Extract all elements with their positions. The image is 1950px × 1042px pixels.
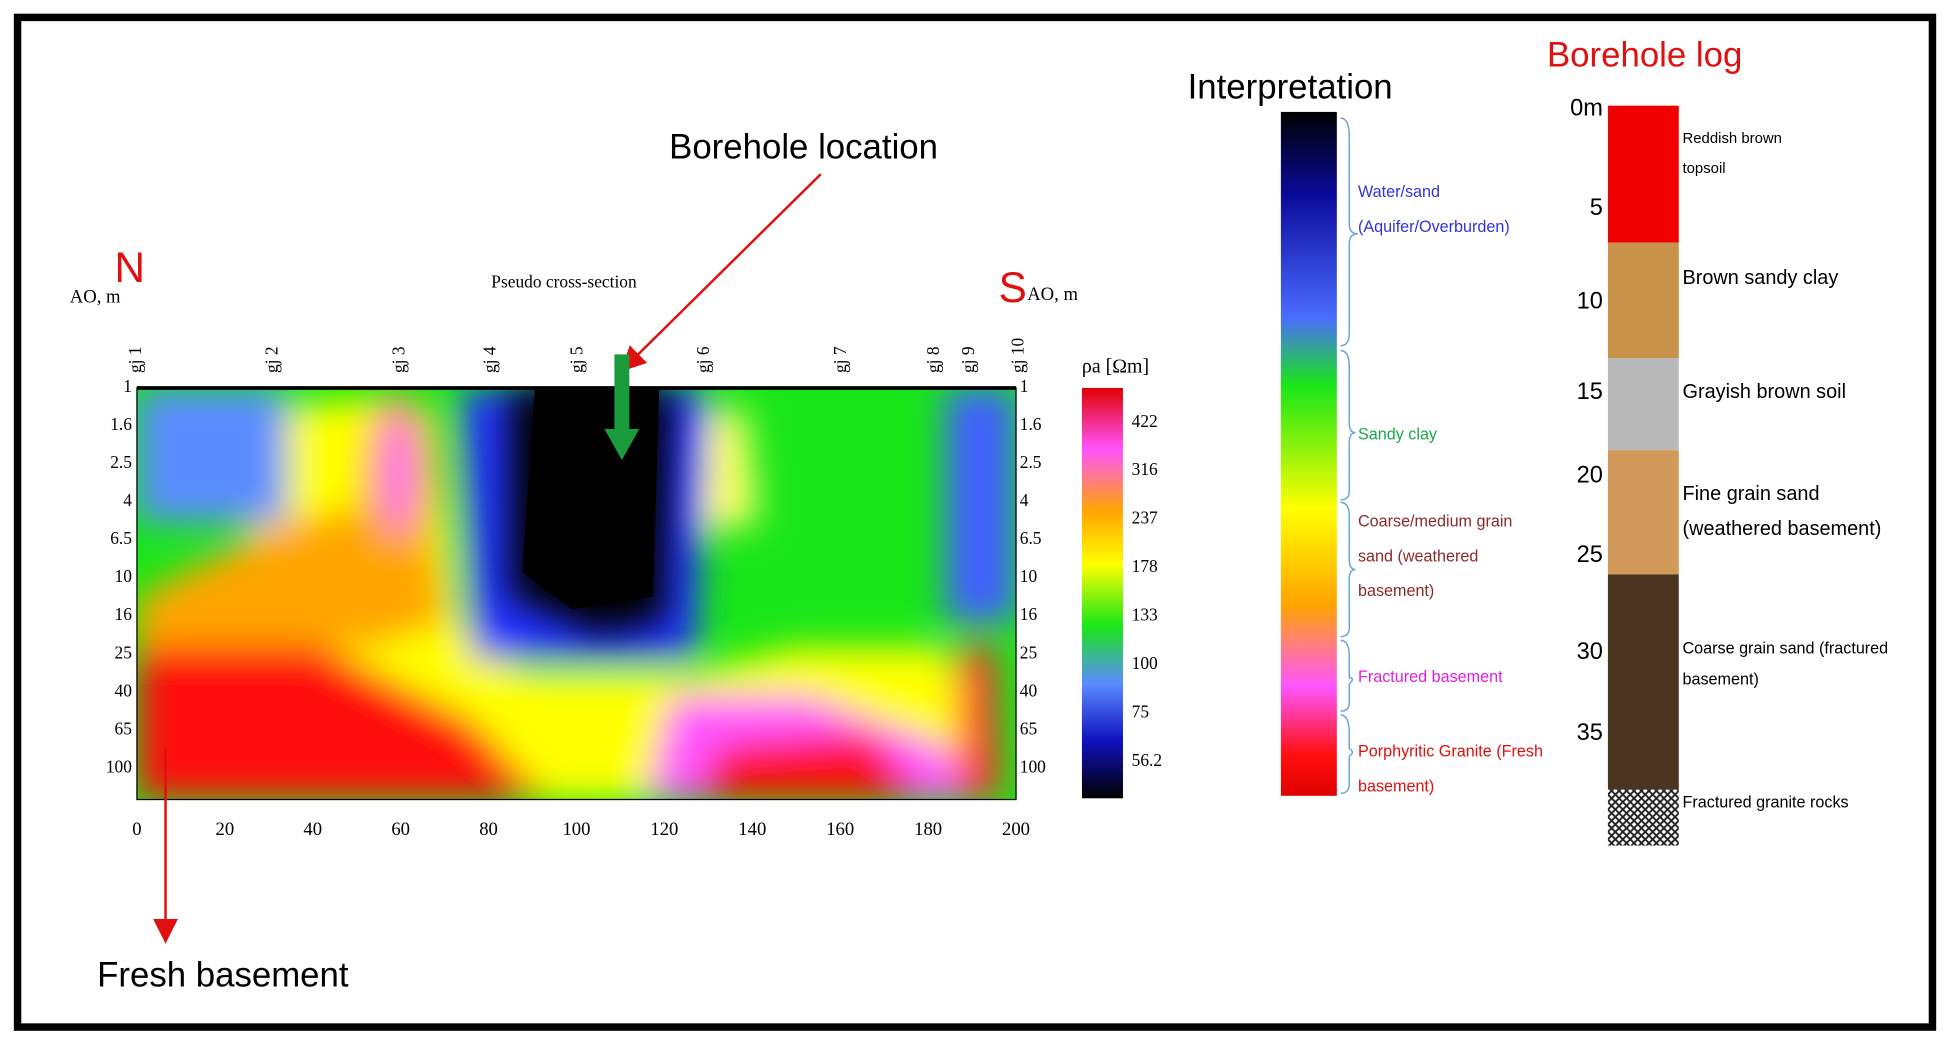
x-tick-label: 0 — [132, 819, 141, 840]
interpretation-label: Porphyritic Granite (Fresh — [1358, 743, 1543, 761]
colorbar-label: ρa [Ωm] — [1082, 356, 1149, 378]
borehole-column — [1607, 105, 1679, 846]
x-tick-label: 180 — [914, 819, 942, 840]
section-title: Pseudo cross-section — [491, 272, 637, 292]
log-depth-label: 15 — [1577, 379, 1603, 405]
depth-tick-label: 40 — [1020, 680, 1038, 700]
colorbar-tick-label: 56.2 — [1132, 750, 1162, 770]
layer-label: topsoil — [1683, 160, 1726, 177]
contour-plot — [136, 387, 1017, 800]
log-depth-label: 20 — [1577, 462, 1603, 488]
frame — [13, 13, 1937, 1031]
depth-tick-label: 65 — [115, 718, 133, 738]
colorbar — [1081, 387, 1123, 799]
colorbar-tick-label: 178 — [1132, 556, 1158, 576]
interpretation-bar — [1280, 111, 1337, 796]
interpretation-label: Fractured basement — [1358, 668, 1503, 686]
layer-label: Reddish brown — [1683, 130, 1782, 147]
station-label: gj 2 — [262, 346, 282, 373]
interpretation-label: Water/sand — [1358, 183, 1440, 201]
depth-tick-label: 1 — [123, 376, 132, 396]
interpretation-title: Interpretation — [1188, 68, 1393, 107]
layer-label: basement) — [1683, 670, 1759, 688]
depth-tick-label: 65 — [1020, 718, 1038, 738]
x-tick-label: 20 — [216, 819, 235, 840]
x-tick-label: 80 — [479, 819, 498, 840]
interpretation-label: basement) — [1358, 582, 1434, 600]
fresh-basement-label: Fresh basement — [97, 956, 349, 995]
log-depth-label: 5 — [1590, 195, 1603, 221]
depth-tick-label: 100 — [106, 756, 132, 776]
log-depth-label: 35 — [1577, 720, 1603, 746]
colorbar-tick-label: 316 — [1132, 459, 1158, 479]
depth-tick-label: 16 — [1020, 604, 1038, 624]
right-axis-label: AO, m — [1027, 284, 1078, 305]
depth-tick-label: 2.5 — [110, 452, 132, 472]
layer-label: Fractured granite rocks — [1683, 794, 1849, 812]
braces — [1340, 117, 1359, 795]
station-label: gj 3 — [389, 346, 409, 373]
layer-label: Fine grain sand — [1683, 483, 1820, 505]
depth-tick-label: 4 — [123, 490, 132, 510]
station-label: gj 7 — [830, 346, 850, 373]
borehole-log-title: Borehole log — [1547, 35, 1742, 74]
depth-tick-label: 10 — [1020, 566, 1038, 586]
depth-tick-label: 1.6 — [110, 414, 132, 434]
station-label: gj 8 — [923, 346, 943, 373]
borehole-location-label: Borehole location — [669, 127, 938, 166]
colorbar-tick-label: 237 — [1132, 508, 1158, 528]
log-depth-label: 0m — [1570, 96, 1603, 122]
station-label: gj 5 — [566, 346, 586, 373]
layer-label: Brown sandy clay — [1683, 267, 1839, 289]
layer-label: Coarse grain sand (fractured — [1683, 639, 1889, 657]
station-label: gj 4 — [479, 346, 499, 373]
depth-tick-label: 25 — [1020, 642, 1038, 662]
log-depth-label: 25 — [1577, 542, 1603, 568]
depth-tick-label: 40 — [115, 680, 133, 700]
left-axis-label: AO, m — [70, 287, 121, 308]
x-tick-label: 140 — [738, 819, 766, 840]
depth-tick-label: 6.5 — [110, 528, 132, 548]
log-depth-label: 30 — [1577, 639, 1603, 665]
log-depth-label: 10 — [1577, 288, 1603, 314]
layer-label: Grayish brown soil — [1683, 381, 1846, 403]
station-label: gj 1 — [125, 346, 145, 373]
layer-label: (weathered basement) — [1683, 518, 1882, 540]
interpretation-label: Sandy clay — [1358, 425, 1438, 443]
interpretation-label: basement) — [1358, 777, 1434, 795]
south-label: S — [999, 264, 1027, 311]
x-tick-label: 100 — [562, 819, 590, 840]
depth-tick-label: 10 — [115, 566, 133, 586]
borehole-arrow — [604, 354, 640, 461]
x-tick-label: 160 — [826, 819, 854, 840]
depth-tick-label: 16 — [115, 604, 133, 624]
depth-tick-label: 2.5 — [1020, 452, 1042, 472]
north-label: N — [115, 244, 146, 291]
station-label: gj 10 — [1008, 337, 1028, 373]
interpretation-label: sand (weathered — [1358, 547, 1478, 565]
location-arrow — [620, 173, 822, 372]
colorbar-tick-label: 100 — [1132, 653, 1158, 673]
x-tick-label: 40 — [303, 819, 322, 840]
station-label: gj 6 — [693, 346, 713, 373]
x-tick-label: 60 — [391, 819, 410, 840]
station-label: gj 9 — [958, 346, 978, 373]
colorbar-tick-label: 422 — [1132, 411, 1158, 431]
depth-tick-label: 4 — [1020, 490, 1029, 510]
x-tick-label: 120 — [650, 819, 678, 840]
interpretation-label: (Aquifer/Overburden) — [1358, 218, 1510, 236]
depth-tick-label: 100 — [1020, 756, 1046, 776]
interpretation-label: Coarse/medium grain — [1358, 513, 1512, 531]
colorbar-tick-label: 133 — [1132, 605, 1158, 625]
depth-tick-label: 6.5 — [1020, 528, 1042, 548]
depth-tick-label: 1 — [1020, 376, 1029, 396]
depth-tick-label: 1.6 — [1020, 414, 1042, 434]
colorbar-tick-label: 75 — [1132, 702, 1150, 722]
x-tick-label: 200 — [1002, 819, 1030, 840]
depth-tick-label: 25 — [115, 642, 133, 662]
